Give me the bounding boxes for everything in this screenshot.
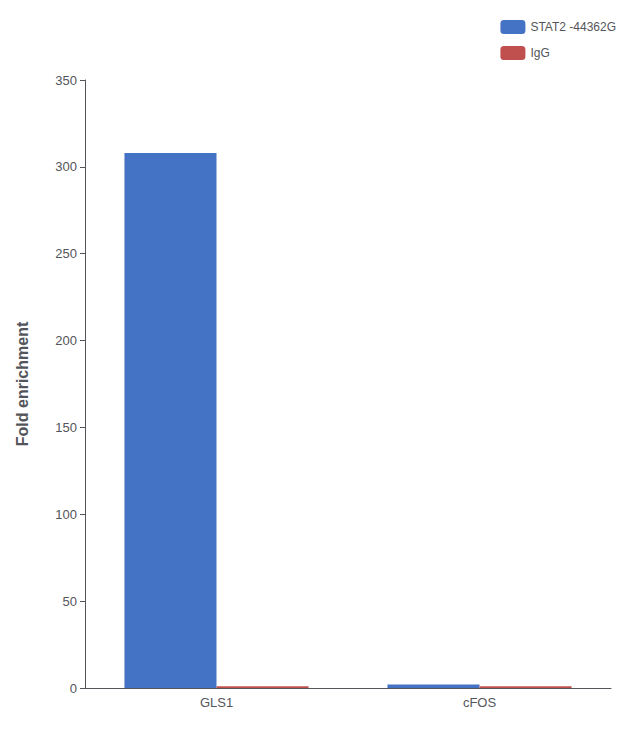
svg-text:250: 250 xyxy=(55,246,77,261)
svg-text:50: 50 xyxy=(63,594,77,609)
svg-text:Fold enrichment: Fold enrichment xyxy=(14,321,31,446)
svg-text:0: 0 xyxy=(70,681,77,696)
svg-text:150: 150 xyxy=(55,420,77,435)
svg-text:350: 350 xyxy=(55,73,77,88)
svg-text:cFOS: cFOS xyxy=(463,695,497,710)
svg-text:200: 200 xyxy=(55,333,77,348)
svg-text:STAT2 -44362G: STAT2 -44362G xyxy=(530,20,616,34)
svg-text:IgG: IgG xyxy=(530,46,549,60)
svg-text:100: 100 xyxy=(55,507,77,522)
svg-text:GLS1: GLS1 xyxy=(200,695,233,710)
svg-text:300: 300 xyxy=(55,159,77,174)
